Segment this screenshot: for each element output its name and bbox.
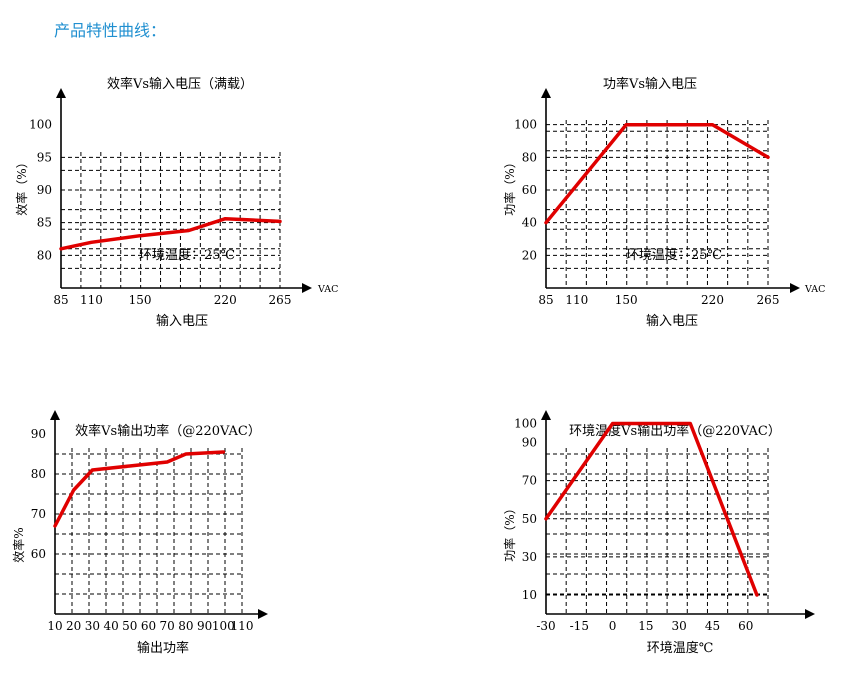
x-tick-label: 80 xyxy=(178,619,193,633)
y-axis-arrow-icon xyxy=(50,410,60,420)
series-line xyxy=(53,450,226,528)
x-tick-label: 100 xyxy=(212,619,235,633)
y-tick-label: 70 xyxy=(31,507,46,521)
page-heading: 产品特性曲线： xyxy=(54,21,167,40)
y-tick-label: 100 xyxy=(514,118,537,132)
y-tick-label: 30 xyxy=(522,550,537,564)
y-tick-label: 90 xyxy=(37,183,52,197)
x-tick-label: 110 xyxy=(565,293,588,307)
x-tick-label: 85 xyxy=(53,293,68,307)
grid xyxy=(546,448,769,614)
x-tick-label: 60 xyxy=(141,619,156,633)
x-tick-label: 70 xyxy=(160,619,175,633)
x-axis-unit: VAC xyxy=(317,284,338,295)
y-tick-label: 90 xyxy=(522,436,537,450)
y-tick-label: 60 xyxy=(522,183,537,197)
grid xyxy=(546,120,769,288)
grid xyxy=(55,448,243,614)
x-tick-label: -15 xyxy=(570,619,589,633)
x-tick-label: 20 xyxy=(66,619,81,633)
series-line xyxy=(544,421,759,597)
chart-title: 环境温度Vs输出功率（@220VAC） xyxy=(569,423,781,439)
y-tick-label: 80 xyxy=(31,467,46,481)
y-tick-label: 70 xyxy=(522,474,537,488)
x-axis-arrow-icon xyxy=(258,609,268,619)
x-tick-label: 220 xyxy=(214,293,237,307)
x-tick-label: 220 xyxy=(701,293,724,307)
chart-title: 效率Vs输出功率（@220VAC） xyxy=(75,423,261,439)
x-tick-label: 15 xyxy=(638,619,653,633)
x-tick-label: 265 xyxy=(757,293,780,307)
series-line xyxy=(544,122,770,225)
y-axis-label: 效率% xyxy=(11,527,26,562)
x-axis-label: 输入电压 xyxy=(156,313,208,329)
x-tick-label: 45 xyxy=(705,619,720,633)
y-axis-label: 功率（%） xyxy=(502,156,517,215)
y-tick-label: 60 xyxy=(31,547,46,561)
x-tick-label: 90 xyxy=(197,619,212,633)
x-tick-label: 110 xyxy=(80,293,103,307)
y-tick-label: 85 xyxy=(37,216,52,230)
y-tick-label: 20 xyxy=(522,248,537,262)
chart-title: 效率Vs输入电压（满载） xyxy=(107,76,253,92)
y-tick-label: 50 xyxy=(522,512,537,526)
y-tick-label: 80 xyxy=(37,248,52,262)
y-axis-arrow-icon xyxy=(541,410,551,420)
x-tick-label: 10 xyxy=(47,619,62,633)
x-axis-arrow-icon xyxy=(302,283,312,293)
chart-annotation: 环境温度：25℃ xyxy=(139,247,235,263)
x-axis-unit: VAC xyxy=(804,284,825,295)
chart-title: 功率Vs输入电压 xyxy=(603,76,697,92)
y-axis-arrow-icon xyxy=(541,88,551,98)
y-tick-label: 80 xyxy=(522,150,537,164)
chart-annotation: 环境温度：25℃ xyxy=(626,247,722,263)
x-tick-label: 150 xyxy=(615,293,638,307)
x-axis-label: 输入电压 xyxy=(646,313,698,329)
y-tick-label: 10 xyxy=(522,588,537,602)
x-tick-label: 150 xyxy=(129,293,152,307)
y-axis-label: 效率（%） xyxy=(14,156,29,215)
y-tick-label: 100 xyxy=(29,118,52,132)
y-tick-label: 95 xyxy=(37,150,52,164)
x-axis-arrow-icon xyxy=(790,283,800,293)
x-tick-label: 60 xyxy=(738,619,753,633)
x-axis-label: 输出功率 xyxy=(137,640,189,656)
x-axis-arrow-icon xyxy=(805,609,815,619)
x-tick-label: 110 xyxy=(231,619,254,633)
y-axis-label: 功率（%） xyxy=(502,502,517,561)
y-tick-label: 40 xyxy=(522,216,537,230)
x-tick-label: 30 xyxy=(85,619,100,633)
y-axis-arrow-icon xyxy=(56,88,66,98)
y-tick-label: 90 xyxy=(31,427,46,441)
grid xyxy=(61,152,281,288)
x-tick-label: 85 xyxy=(538,293,553,307)
y-tick-label: 100 xyxy=(514,417,537,431)
x-tick-label: 0 xyxy=(609,619,617,633)
series-line xyxy=(59,216,282,251)
x-tick-label: 40 xyxy=(103,619,118,633)
x-axis-label: 环境温度℃ xyxy=(647,640,714,656)
x-tick-label: 265 xyxy=(269,293,292,307)
x-tick-label: 50 xyxy=(122,619,137,633)
x-tick-label: 30 xyxy=(672,619,687,633)
x-tick-label: -30 xyxy=(536,619,555,633)
